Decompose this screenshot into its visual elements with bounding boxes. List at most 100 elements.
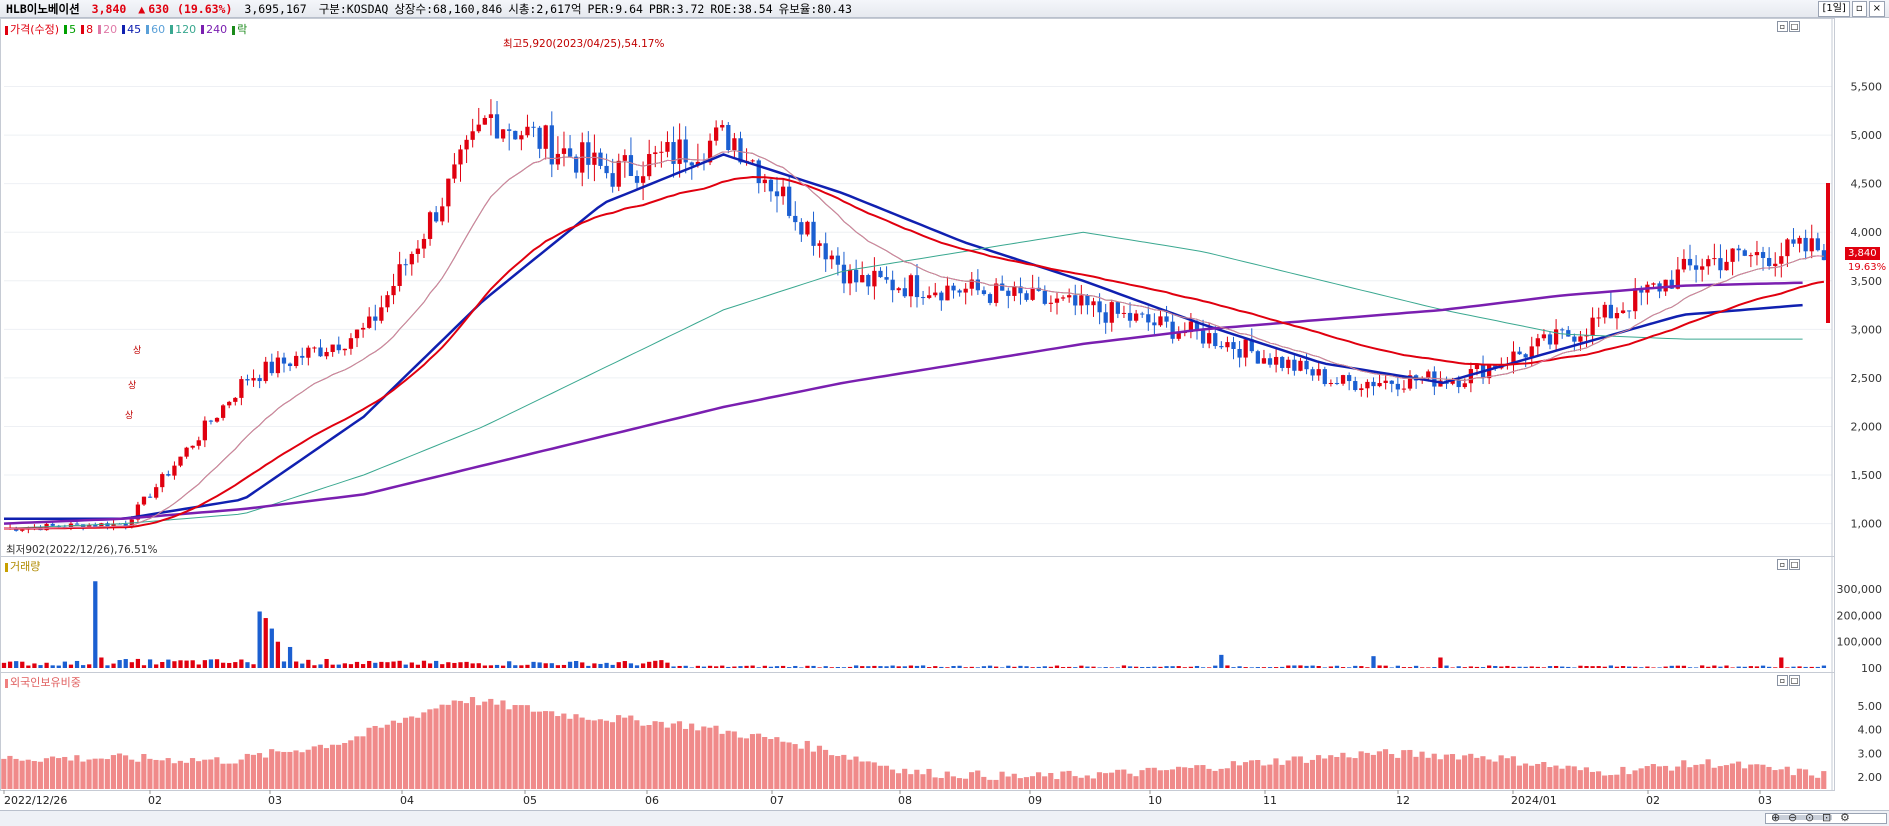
legend-label: 가격(수정) — [10, 23, 60, 36]
scroll-thumb[interactable] — [1772, 815, 1832, 820]
candle-body — [1590, 317, 1595, 336]
zoom-in-icon[interactable]: ⊕ — [1771, 811, 1781, 824]
volume-bar — [1578, 665, 1583, 668]
foreign-bar — [889, 769, 896, 789]
foreign-maximize-icon[interactable]: □ — [1789, 675, 1800, 686]
foreign-bar — [13, 758, 19, 789]
time-scrollbar[interactable] — [1765, 813, 1887, 824]
legend-item[interactable]: 락 — [232, 21, 247, 37]
x-tick-label: 07 — [770, 794, 784, 807]
volume-bar — [324, 658, 329, 668]
candle-body — [1170, 321, 1175, 339]
volume-bar — [1231, 667, 1236, 668]
foreign-chart[interactable]: 2.00 3.00 4.00 5.00 — [0, 672, 1889, 791]
candle-body — [354, 329, 360, 339]
volume-bar — [239, 659, 244, 668]
legend-item[interactable]: 8 — [81, 23, 93, 36]
legend-swatch — [170, 25, 174, 34]
legend-item[interactable]: 5 — [64, 23, 76, 36]
candle-body — [920, 297, 926, 299]
x-tick-label: 06 — [645, 794, 659, 807]
price-legend: 가격(수정) 5 8 20 45 60 120 240 락 — [5, 21, 247, 37]
settings-icon[interactable]: ⚙ — [1840, 811, 1850, 824]
fit-icon[interactable]: ⊡ — [1822, 811, 1832, 824]
volume-bar — [1553, 665, 1559, 668]
foreign-bar — [317, 744, 323, 789]
foreign-bar — [993, 779, 999, 789]
candle-body — [1407, 375, 1413, 389]
period-button[interactable]: [1일] — [1818, 1, 1850, 17]
foreign-bar — [530, 711, 536, 789]
volume-bar — [1712, 665, 1717, 668]
candle-body — [421, 238, 427, 249]
volume-bar — [1420, 667, 1425, 668]
legend-item[interactable]: 240 — [201, 23, 227, 36]
foreign-bar — [7, 755, 13, 789]
volume-bar — [1511, 666, 1516, 668]
legend-item[interactable]: 45 — [122, 23, 141, 36]
candle-body — [1608, 304, 1614, 319]
candle-body — [1000, 283, 1005, 291]
volume-bar — [269, 628, 274, 668]
foreign-tick-label: 2.00 — [1858, 771, 1883, 784]
candle-body — [774, 191, 780, 197]
foreign-bar — [1048, 772, 1054, 789]
volume-maximize-icon[interactable]: □ — [1789, 559, 1800, 570]
x-tick-label: 03 — [1758, 794, 1772, 807]
candle-body — [1152, 322, 1157, 326]
foreign-bar — [707, 727, 713, 789]
close-icon[interactable]: × — [1868, 1, 1885, 17]
volume-bar — [434, 660, 439, 668]
foreign-bar — [293, 750, 299, 789]
price-chart[interactable]: 1,000 1,500 2,000 2,500 3,000 3,500 4,000 4,500… — [0, 18, 1889, 557]
volume-bar — [275, 641, 281, 668]
volume-minimize-icon[interactable]: ▫ — [1777, 559, 1788, 570]
zoom-reset-icon[interactable]: ⊙ — [1805, 811, 1815, 824]
volume-bar — [1608, 665, 1614, 668]
volume-bar — [616, 662, 621, 668]
candle-body — [963, 288, 968, 293]
market-type: 구분:KOSDAQ — [318, 1, 389, 16]
legend-item[interactable]: 20 — [98, 23, 117, 36]
candle-body — [1815, 238, 1820, 251]
volume-bar — [878, 666, 883, 668]
volume-bar — [1207, 667, 1212, 668]
foreign-bar — [1242, 762, 1249, 789]
legend-item[interactable]: 가격(수정) — [5, 21, 59, 37]
legend-swatch — [232, 25, 236, 35]
panel-maximize-icon[interactable]: □ — [1789, 21, 1800, 32]
foreign-bar — [743, 738, 750, 789]
volume-bar — [391, 661, 396, 668]
zoom-out-icon[interactable]: ⊖ — [1788, 811, 1798, 824]
volume-bar — [1164, 666, 1169, 668]
foreign-bar — [1486, 759, 1492, 789]
foreign-minimize-icon[interactable]: ▫ — [1777, 675, 1788, 686]
foreign-bar — [1577, 770, 1583, 789]
volume-chart[interactable]: 100 100,000 200,000 300,000 — [0, 556, 1889, 673]
minimize-icon[interactable]: ▫ — [1851, 1, 1867, 17]
foreign-bar — [1474, 757, 1480, 789]
foreign-bar — [1279, 764, 1285, 789]
legend-item[interactable]: 60 — [146, 23, 165, 36]
panel-minimize-icon[interactable]: ▫ — [1777, 21, 1788, 32]
legend-swatch — [146, 25, 150, 34]
foreign-bar — [780, 741, 786, 789]
foreign-bar — [1687, 767, 1693, 789]
candle-body — [1523, 354, 1528, 358]
volume-bar — [281, 661, 287, 668]
volume-bar — [287, 646, 293, 668]
legend-item[interactable]: 120 — [170, 23, 196, 36]
foreign-bar — [68, 760, 74, 789]
volume-bar — [1304, 665, 1309, 668]
foreign-bar — [950, 776, 956, 789]
candle-body — [878, 270, 883, 278]
panel-controls: ▫ □ — [1777, 21, 1800, 32]
volume-bar — [1657, 667, 1662, 668]
volume-bar — [1468, 666, 1474, 668]
foreign-bar — [1078, 777, 1084, 789]
candle-body — [391, 285, 396, 296]
volume-bar — [939, 666, 944, 668]
foreign-bar — [1322, 758, 1328, 789]
stock-name[interactable]: HLB이노베이션 — [6, 1, 80, 16]
volume-bar — [1505, 665, 1510, 668]
